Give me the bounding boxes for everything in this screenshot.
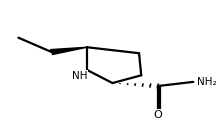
- Text: NH: NH: [72, 71, 87, 81]
- Text: O: O: [153, 110, 162, 120]
- Polygon shape: [50, 47, 87, 54]
- Text: NH₂: NH₂: [197, 77, 217, 87]
